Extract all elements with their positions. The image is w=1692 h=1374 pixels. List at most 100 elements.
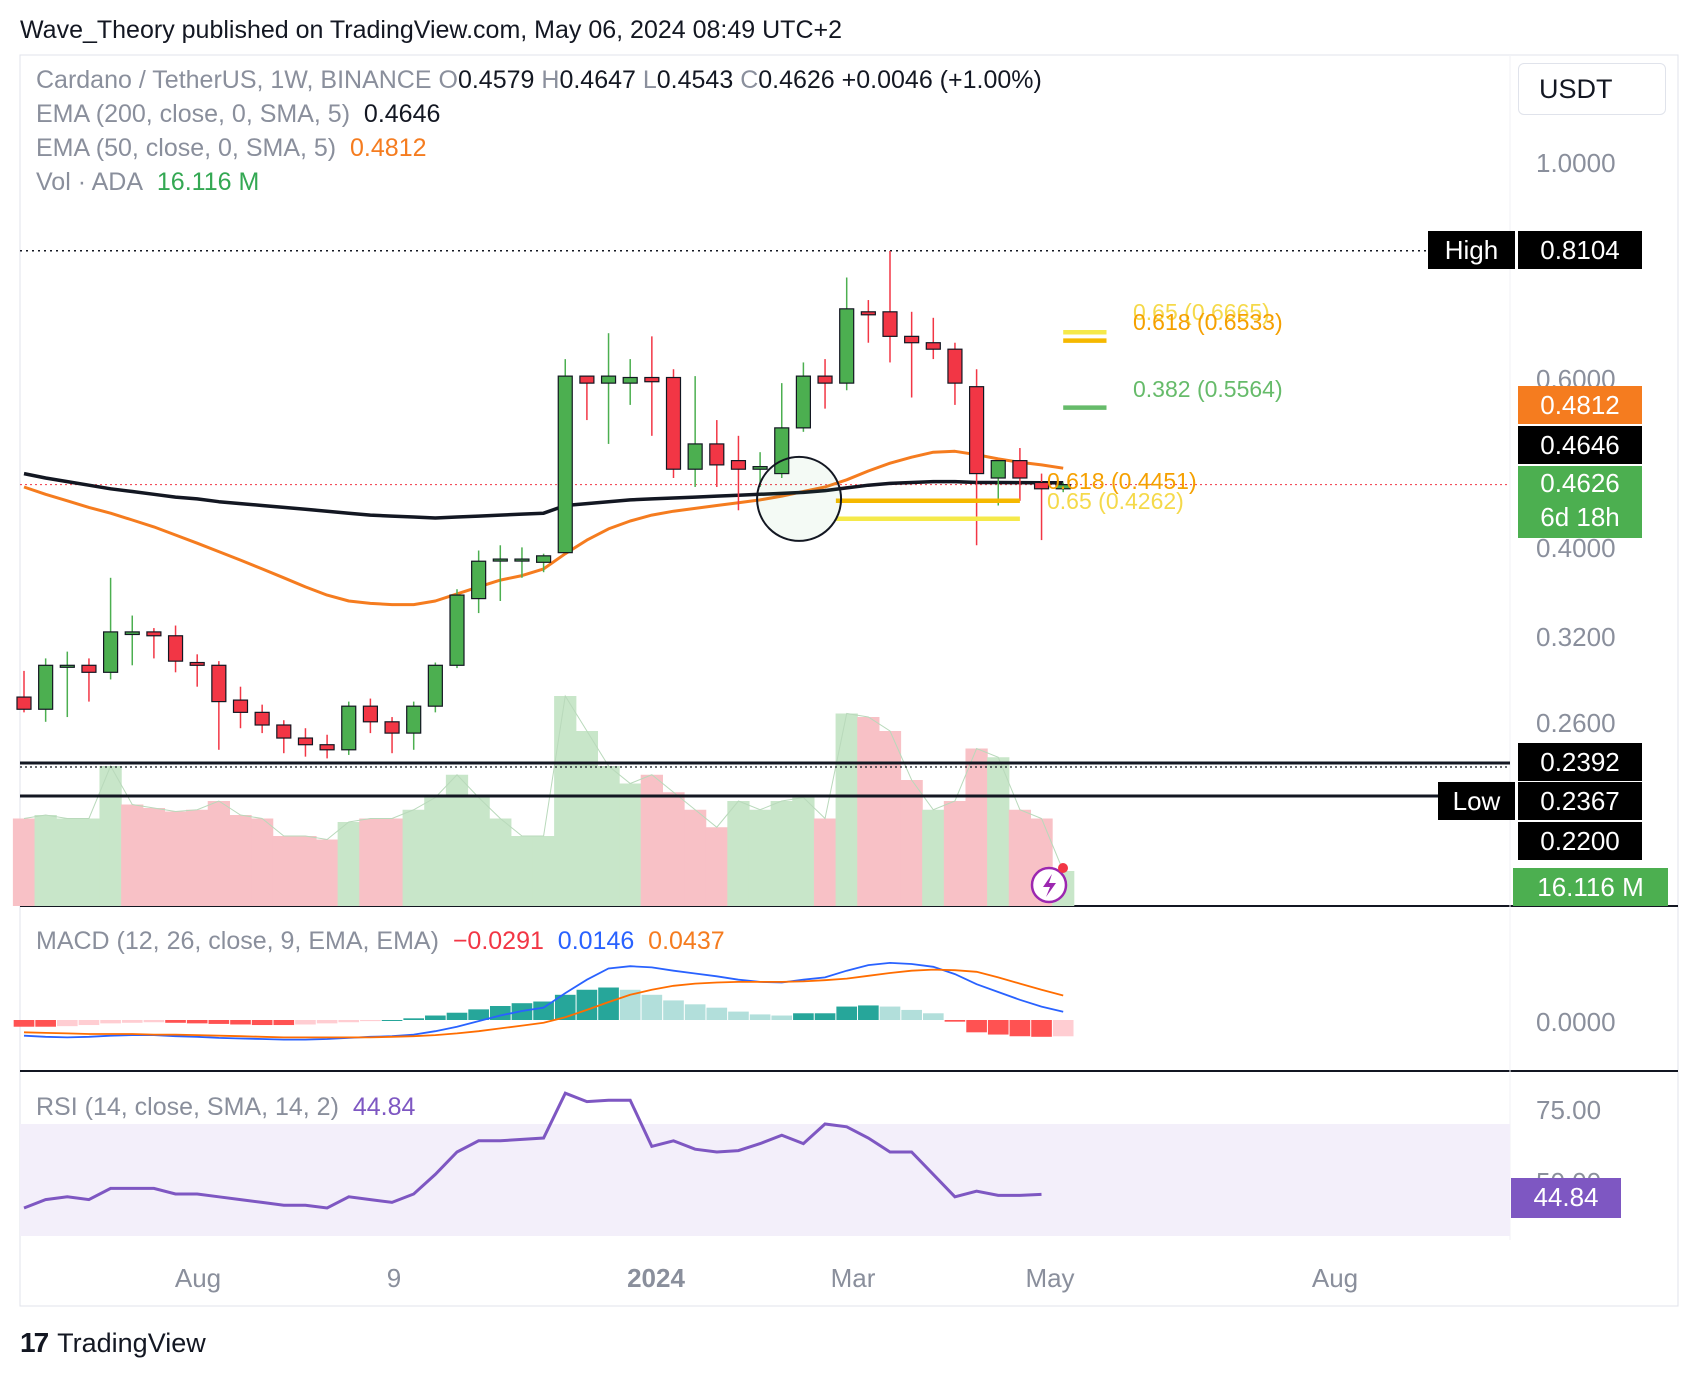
volume-bar (662, 792, 685, 906)
currency-button[interactable]: USDT (1518, 63, 1666, 115)
macd-hist-bar (879, 1006, 901, 1020)
macd-hist-bar (966, 1020, 987, 1033)
macd-signal-value: 0.0437 (648, 927, 725, 955)
macd-line (23, 961, 1064, 1041)
symbol-legend: Cardano / TetherUS, 1W, BINANCE O0.4579 … (36, 66, 1042, 95)
candle-body (492, 558, 508, 562)
volume-bar (1008, 809, 1032, 906)
high-tag-value: 0.8104 (1518, 231, 1642, 269)
volume-bar (229, 815, 252, 906)
macd-hist-bar (793, 1013, 814, 1020)
ema50-legend[interactable]: EMA (50, close, 0, SMA, 5) 0.4812 (36, 134, 427, 163)
candle-body (16, 696, 32, 710)
volume-bar (943, 801, 967, 906)
rsi-75-label: 75.00 (1536, 1095, 1602, 1125)
candle-body (1055, 484, 1071, 490)
macd-hist-bar (165, 1020, 186, 1023)
fib-0382-label: 0.382 (0.5564) (1133, 376, 1283, 402)
candle-body (102, 631, 119, 673)
footer[interactable]: 17 TradingView (20, 1327, 206, 1359)
volume-tag: 16.116 M (1513, 868, 1668, 906)
time-axis-label: Aug (174, 1263, 222, 1293)
high-tag-label: High (1428, 231, 1515, 269)
macd-hist-bar (1052, 1020, 1074, 1037)
candle-body (860, 311, 876, 316)
macd-hist-bar (663, 1000, 684, 1020)
volume-legend[interactable]: Vol · ADA 16.116 M (36, 168, 259, 197)
candle-body (449, 594, 465, 666)
volume-bar (207, 801, 230, 906)
volume-bar (186, 809, 209, 906)
open-label: O (438, 66, 458, 94)
rsi-tag: 44.84 (1511, 1178, 1621, 1218)
annotation-circle (756, 455, 843, 542)
candle-body (362, 705, 378, 723)
macd-hist-bar (35, 1020, 56, 1027)
time-axis-label: 9 (386, 1263, 402, 1293)
rsi-label: RSI (14, close, SMA, 14, 2) (36, 1093, 339, 1121)
macd-hist-bar (858, 1005, 879, 1020)
volume-bar (251, 818, 274, 906)
candle-body (514, 558, 530, 562)
macd-hist-bar (684, 1004, 706, 1020)
ema200-legend[interactable]: EMA (200, close, 0, SMA, 5) 0.4646 (36, 100, 440, 129)
macd-hist-bar (403, 1018, 425, 1020)
volume-bar (813, 818, 837, 906)
change-value: +0.0046 (+1.00%) (841, 66, 1042, 94)
candle-body (644, 376, 660, 383)
candle-body (276, 724, 292, 739)
candle-body (59, 664, 75, 668)
candle-body (709, 443, 725, 466)
macd-hist-value: −0.0291 (452, 927, 544, 955)
macd-hist-bar (425, 1015, 446, 1020)
high-label: H (541, 66, 560, 94)
macd-hist-bar (598, 987, 619, 1020)
volume-bar (727, 801, 750, 906)
bar-countdown: 6d 18h (1540, 502, 1620, 532)
rsi-value: 44.84 (352, 1093, 416, 1121)
macd-hist-bar (381, 1020, 403, 1021)
lightning-bolt-icon (1043, 874, 1056, 897)
candle-body (968, 386, 985, 475)
fib-0618-bottom-label: 0.618 (0.4451) (1047, 468, 1197, 494)
candle-body (81, 664, 97, 673)
volume-bar (748, 809, 772, 906)
macd-hist-bar (100, 1020, 121, 1024)
macd-hist-bar (641, 994, 663, 1020)
published-line: Wave_Theory published on TradingView.com… (20, 16, 842, 44)
candle-body (341, 705, 357, 751)
candle-body (211, 664, 227, 703)
macd-hist-bar (814, 1013, 836, 1020)
high-value: 0.4647 (559, 66, 636, 94)
macd-hist-bar (316, 1020, 338, 1024)
macd-hist-bar (987, 1020, 1009, 1035)
volume-bar (121, 804, 144, 906)
alert-dot-icon (1058, 863, 1068, 873)
candle-body (687, 443, 703, 470)
candle-body (579, 375, 595, 384)
price-axis-label: 1.0000 (1536, 148, 1616, 178)
macd-hist-bar (922, 1013, 944, 1020)
candle-body (232, 699, 249, 713)
ema200-label: EMA (200, close, 0, SMA, 5) (36, 100, 351, 128)
candle-body (319, 744, 335, 751)
candle-body (124, 631, 140, 636)
level-b-tag: 0.2200 (1518, 822, 1642, 860)
candle-body (38, 664, 54, 710)
ema50-price-tag: 0.4812 (1518, 386, 1642, 424)
volume-bar (705, 827, 728, 906)
close-label: C (740, 66, 759, 94)
macd-hist-bar (56, 1020, 78, 1027)
volume-label: Vol · ADA (36, 168, 143, 196)
rsi-legend[interactable]: RSI (14, close, SMA, 14, 2) 44.84 (36, 1093, 415, 1122)
candle-body (752, 466, 768, 470)
volume-bar (99, 766, 122, 906)
volume-bar (467, 797, 490, 906)
volume-bar (965, 748, 988, 906)
volume-bar (922, 809, 945, 906)
macd-legend[interactable]: MACD (12, 26, close, 9, EMA, EMA) −0.029… (36, 927, 725, 956)
candle-body (557, 375, 573, 554)
symbol-name[interactable]: Cardano / TetherUS, 1W, BINANCE (36, 66, 432, 94)
price-axis-label: 0.4000 (1536, 533, 1616, 563)
